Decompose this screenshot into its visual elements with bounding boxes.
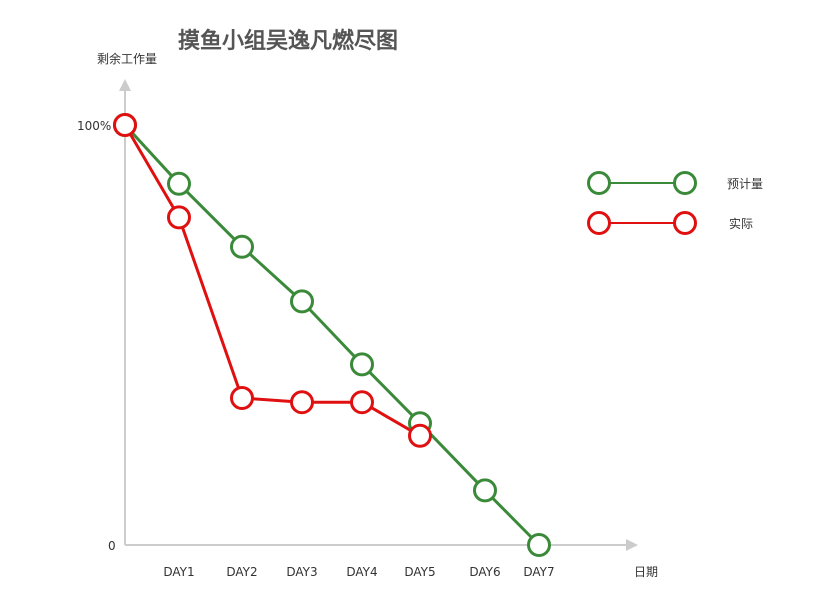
series-layer <box>113 113 551 557</box>
x-axis-arrow <box>626 539 638 551</box>
x-tick-label: DAY7 <box>523 565 554 579</box>
data-point-planned[interactable] <box>290 289 314 314</box>
legend-marker <box>587 211 611 235</box>
chart-title: 摸鱼小组吴逸凡燃尽图 <box>178 28 398 54</box>
data-point-planned[interactable] <box>167 171 191 196</box>
data-point-planned[interactable] <box>473 478 497 503</box>
legend-label[interactable]: 实际 <box>729 216 753 231</box>
data-point-actual[interactable] <box>290 390 314 415</box>
x-axis-label: 日期 <box>634 565 658 579</box>
data-point-planned[interactable] <box>350 352 374 377</box>
data-point-actual[interactable] <box>167 205 191 230</box>
x-tick-label: DAY3 <box>286 565 317 579</box>
x-tick-label: DAY5 <box>404 565 435 579</box>
data-point-planned[interactable] <box>527 533 551 557</box>
y-tick-label-top: 100% <box>77 119 111 133</box>
data-point-planned[interactable] <box>230 234 254 259</box>
legend-marker <box>673 171 697 195</box>
data-point-actual[interactable] <box>408 423 432 448</box>
x-tick-labels: DAY1 DAY2 DAY3 DAY4 DAY5 DAY6 DAY7 <box>163 565 554 579</box>
y-tick-label-zero: 0 <box>108 539 116 553</box>
x-tick-label: DAY6 <box>469 565 500 579</box>
x-tick-label: DAY4 <box>346 565 377 579</box>
data-point-actual[interactable] <box>113 113 137 137</box>
legend-marker <box>673 211 697 235</box>
series-line-planned <box>123 123 541 547</box>
x-tick-label: DAY2 <box>226 565 257 579</box>
data-point-actual[interactable] <box>230 386 254 410</box>
y-axis-arrow <box>119 79 131 91</box>
x-tick-label: DAY1 <box>163 565 194 579</box>
legend-label[interactable]: 预计量 <box>727 177 763 191</box>
legend-marker <box>587 171 611 195</box>
data-point-actual[interactable] <box>350 390 374 415</box>
y-axis-label: 剩余工作量 <box>97 51 157 66</box>
